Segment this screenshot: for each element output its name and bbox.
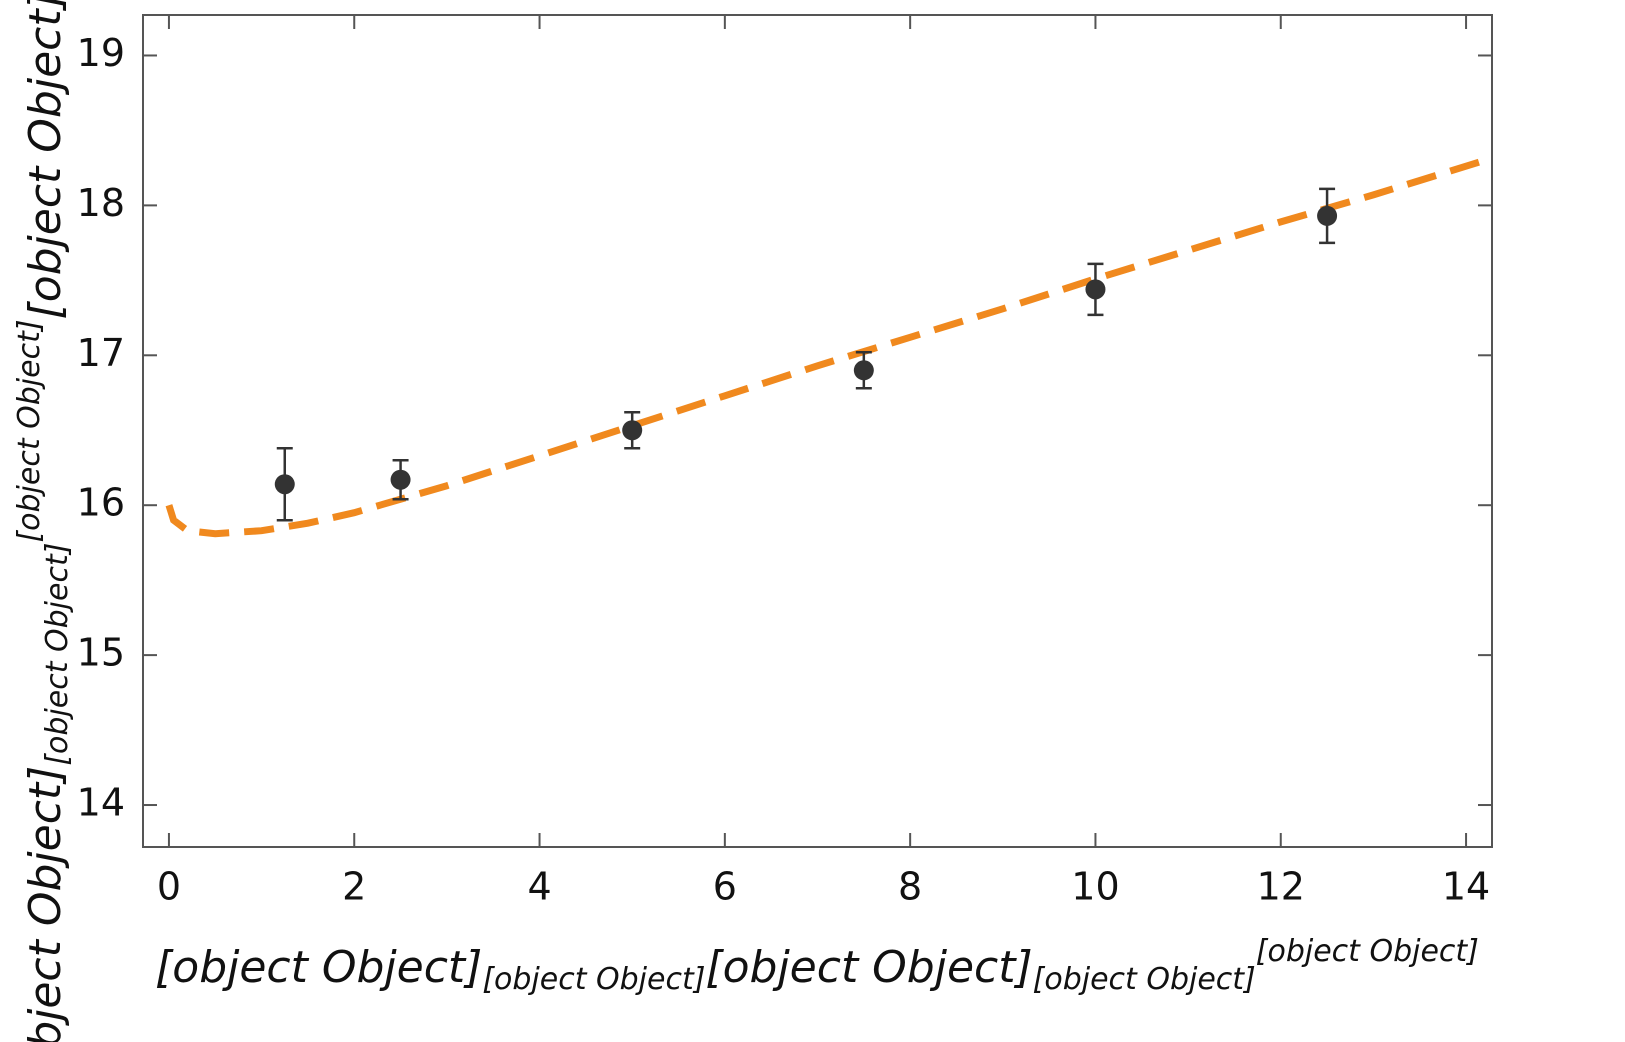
axis-label-part: [object Object]	[20, 0, 71, 319]
x-tick-label: 12	[1257, 865, 1305, 909]
x-tick-label: 6	[713, 865, 737, 909]
y-tick-label: 15	[77, 631, 125, 675]
x-tick-label: 2	[342, 865, 366, 909]
axis-label-part: [object Object]	[482, 962, 705, 997]
x-tick-label: 8	[898, 865, 922, 909]
x-tick-label: 14	[1442, 865, 1490, 909]
data-point	[274, 474, 295, 495]
y-tick-label: 18	[77, 181, 125, 225]
y-tick-label: 17	[77, 331, 125, 375]
y-tick-label: 19	[77, 31, 125, 75]
fit-curve	[165, 157, 1486, 538]
axis-label-part: [object Object]	[1033, 962, 1256, 997]
y-tick-label: 16	[77, 481, 125, 525]
axis-label-part: [object Object]	[1256, 934, 1479, 969]
data-point	[1085, 279, 1106, 300]
axis-label-part: [object Object]	[20, 766, 71, 1042]
x-tick-label: 4	[527, 865, 551, 909]
x-axis-label: [object Object][object Object][object Ob…	[155, 934, 1479, 997]
x-tick-label: 0	[157, 865, 181, 909]
y-axis-label: [object Object][object Object][object Ob…	[12, 0, 75, 1042]
axis-label-part: [object Object]	[12, 319, 47, 542]
data-point	[390, 469, 411, 490]
axis-label-part: [object Object]	[40, 543, 75, 766]
data-point	[1317, 205, 1338, 226]
x-tick-label: 10	[1071, 865, 1119, 909]
data-point	[622, 420, 643, 441]
axis-label-part: [object Object]	[155, 942, 482, 993]
data-point	[853, 360, 874, 381]
plot-frame	[142, 14, 1493, 848]
axis-label-part: [object Object]	[705, 942, 1032, 993]
y-tick-label: 14	[77, 781, 125, 825]
